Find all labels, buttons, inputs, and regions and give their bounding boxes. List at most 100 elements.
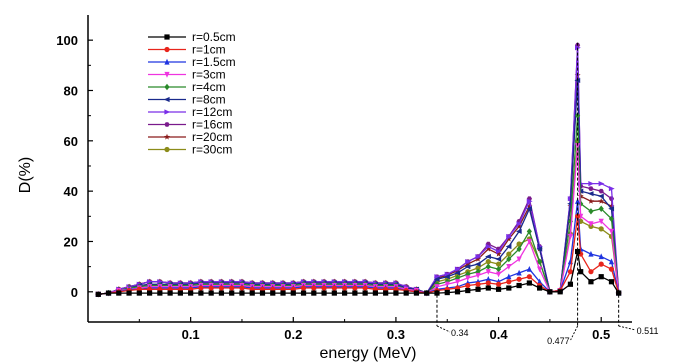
legend-label: r=1.5cm [192,55,236,69]
data-point [485,263,491,270]
legend-marker [164,83,170,91]
data-point [608,258,615,265]
data-point [280,290,286,296]
series-r-8cm [95,77,622,297]
data-point [485,285,491,291]
data-point [239,285,245,291]
data-point [598,253,604,260]
x-tick-label: 0.1 [182,327,200,342]
data-point [167,290,173,296]
data-point [300,290,307,296]
data-point [588,279,594,285]
data-point [526,203,533,209]
data-point [575,248,581,255]
legend-item: r=8cm [148,93,226,107]
data-point [526,274,532,280]
legend-label: r=0.5cm [192,30,236,44]
data-point [537,285,543,291]
data-point [588,221,594,228]
data-point [239,290,245,296]
y-tick-label: 20 [64,234,78,249]
data-point [372,290,378,296]
legend-item: r=20cm [148,130,232,144]
data-point [526,238,532,245]
series-line [98,47,620,295]
data-point [485,276,491,282]
data-point [495,265,502,273]
data-point [598,226,604,232]
data-point [198,290,204,296]
x-tick-label: 0.3 [387,327,405,342]
data-point [393,290,399,296]
data-point [362,290,368,296]
legend-item: r=12cm [148,105,232,119]
data-point [474,261,481,267]
data-point [557,289,563,295]
data-point [495,256,502,262]
series-r-12cm [95,45,622,297]
annotation-arrow [436,325,451,333]
data-point [311,290,317,296]
data-point [598,205,604,212]
data-point [444,271,451,277]
series-line [98,45,620,295]
data-point [218,285,225,291]
annotation-arrow [618,325,636,331]
data-point [454,274,461,282]
data-point [485,243,492,250]
annotations: 0.34 0.477 0.511 [436,42,659,346]
data-point [598,180,605,187]
data-point [608,215,615,223]
y-tick-label: 0 [71,285,78,300]
data-point [567,233,574,240]
data-point [413,290,420,296]
legend-label: r=3cm [192,68,226,82]
legend-item: r=3cm [148,68,226,82]
legend-marker [164,122,170,127]
data-point [434,274,441,280]
data-point [352,285,358,291]
data-point [290,290,296,296]
data-point [433,276,440,282]
data-point [259,290,266,296]
data-point [537,258,543,265]
legend-item: r=1.5cm [148,55,236,69]
data-point [505,243,512,250]
series-r-3cm [95,143,622,298]
data-point [495,261,502,267]
data-point [475,265,481,271]
data-point [342,285,348,291]
data-point [575,143,581,150]
data-point [516,221,523,227]
data-point [536,246,543,252]
data-point [506,279,512,285]
data-point [495,250,502,257]
data-point [157,290,163,296]
data-point [464,264,471,270]
data-point [588,186,594,191]
data-point [485,259,491,265]
data-point [465,282,471,289]
series-r-4cm [95,112,622,298]
data-point [321,285,327,291]
y-axis-label: D(%) [17,157,34,193]
data-point [506,264,512,270]
data-point [465,275,471,282]
axes: 0 20 40 60 80 100 0.1 0.2 0.3 0.4 0.5 [56,15,632,342]
data-point [321,290,327,296]
data-point [608,266,615,272]
data-point [598,198,605,204]
data-point [567,269,574,275]
data-point [495,281,502,287]
data-point [383,290,389,296]
data-point [454,270,461,276]
series-r-30cm [95,138,622,297]
data-point [444,281,450,288]
data-point [506,255,512,263]
y-tick-label: 60 [64,134,78,149]
data-point [362,285,368,291]
legend-label: r=8cm [192,93,226,107]
data-point [188,290,194,296]
series-r-0-5cm [95,248,622,297]
